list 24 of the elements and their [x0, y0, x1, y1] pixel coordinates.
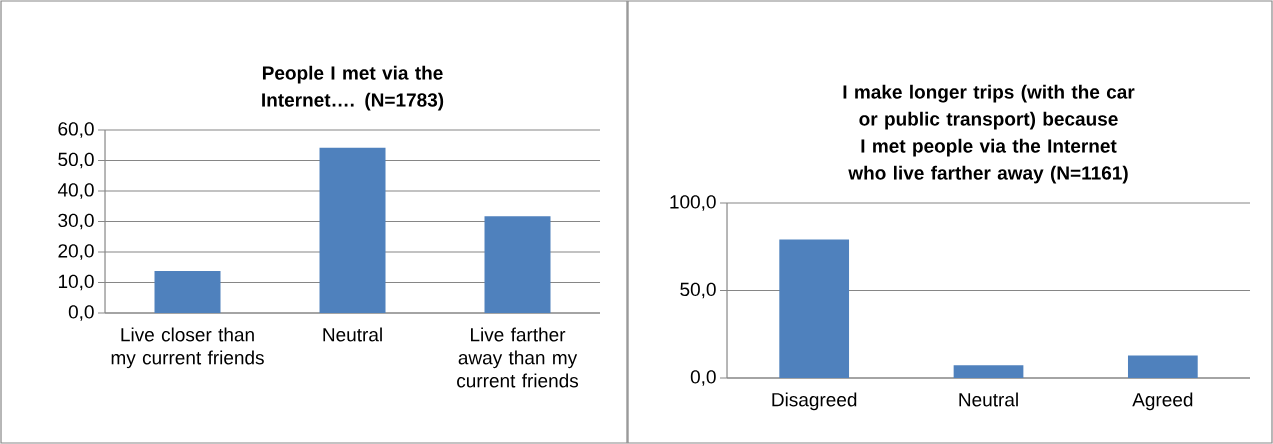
bar	[319, 147, 386, 313]
y-tick-label: 60,0	[58, 122, 94, 138]
y-tick-label: 50,0	[58, 152, 94, 169]
y-tick-label: 40,0	[57, 183, 94, 199]
y-tick-label: 10,0	[58, 274, 94, 291]
bar	[953, 365, 1024, 378]
x-tick-label: Agreed	[1132, 392, 1193, 411]
chart-title: People I met via the Internet…. (N=1783)	[262, 65, 444, 111]
y-tick-label: 50,0	[680, 282, 716, 299]
x-tick-label: Neutral	[959, 392, 1018, 407]
x-tick-label: Live closer than my current friends	[111, 327, 264, 369]
y-tick-label: 0,0	[690, 370, 716, 386]
bar	[1127, 355, 1198, 378]
bar	[484, 216, 551, 313]
y-tick-label: 0,0	[68, 305, 94, 321]
x-tick-label: Live farther away than my current friends	[457, 327, 579, 388]
y-tick-label: 30,0	[58, 213, 94, 230]
x-tick-label: Neutral	[323, 327, 382, 342]
bar	[154, 270, 221, 313]
x-tick-label: Disagreed	[772, 392, 857, 411]
y-tick-label: 20,0	[58, 244, 94, 260]
bar	[779, 239, 850, 378]
y-tick-label: 100,0	[670, 195, 716, 211]
chart-title: I make longer trips (with the car or public transport) because I met people via the Internet who live farther away (N=1161)	[843, 84, 1135, 184]
